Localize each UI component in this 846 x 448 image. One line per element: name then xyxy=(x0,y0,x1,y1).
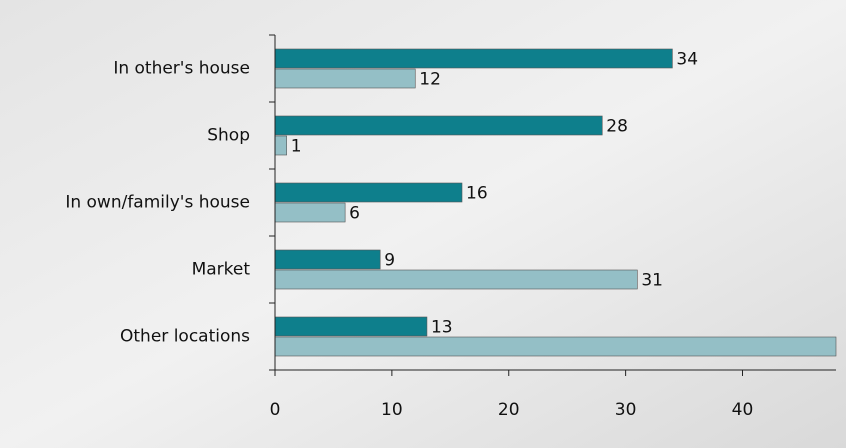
data-label: 9 xyxy=(384,251,395,271)
bar xyxy=(274,182,463,203)
category-label: Market xyxy=(192,260,251,280)
data-label: 12 xyxy=(419,70,441,90)
bar xyxy=(274,115,603,136)
category-label: In other's house xyxy=(113,59,250,79)
data-label: 31 xyxy=(641,271,663,291)
data-label: 1 xyxy=(291,137,302,157)
category-label: Shop xyxy=(207,126,250,146)
bar xyxy=(274,48,673,69)
data-label: 16 xyxy=(466,184,488,204)
data-label: 13 xyxy=(431,318,453,338)
bar xyxy=(274,202,346,223)
category-label: Other locations xyxy=(120,327,250,347)
bar xyxy=(274,135,287,156)
bar xyxy=(274,249,381,270)
x-tick-label: 30 xyxy=(615,400,637,420)
data-label: 28 xyxy=(606,117,628,137)
x-tick-label: 0 xyxy=(270,400,281,420)
data-label: 34 xyxy=(676,50,698,70)
bar xyxy=(274,336,837,357)
x-tick-label: 10 xyxy=(381,400,403,420)
x-tick-label: 40 xyxy=(732,400,754,420)
bar xyxy=(274,269,638,290)
bar xyxy=(274,68,416,89)
category-label: In own/family's house xyxy=(65,193,250,213)
data-label: 6 xyxy=(349,204,360,224)
plot-area: In other's house 34 12 Shop 28 1 In own/family… xyxy=(65,34,837,420)
x-tick-label: 20 xyxy=(498,400,520,420)
bar xyxy=(274,316,428,337)
